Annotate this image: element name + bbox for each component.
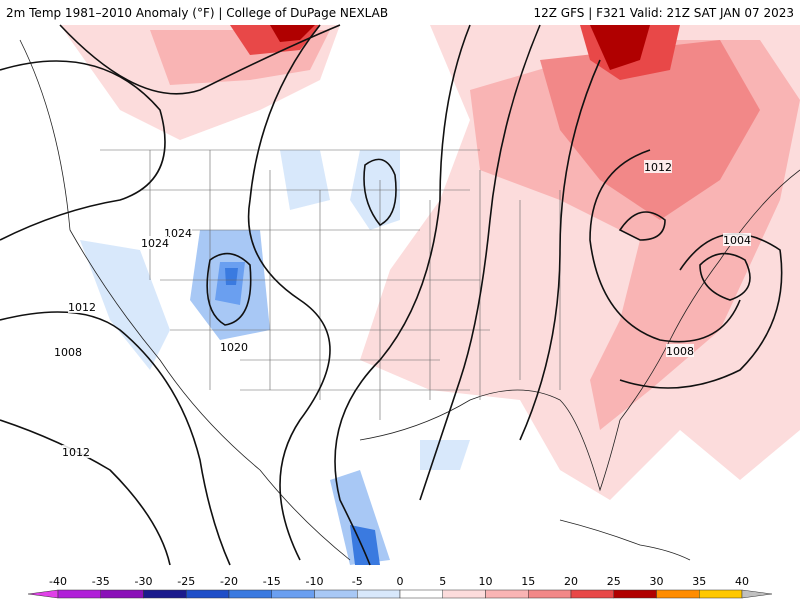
isobar-label: 1024 bbox=[141, 237, 169, 250]
map-title: 2m Temp 1981–2010 Anomaly (°F) | College… bbox=[6, 6, 388, 20]
label-bg bbox=[68, 300, 96, 313]
isobar-label: 1008 bbox=[666, 345, 694, 358]
colorbar-tick-label: 15 bbox=[521, 575, 535, 588]
colorbar-segment bbox=[357, 589, 401, 599]
label-bg bbox=[141, 236, 169, 249]
colorbar-tick-label: 0 bbox=[397, 575, 404, 588]
colorbar-tick-label: -40 bbox=[49, 575, 67, 588]
isobar-label: 1024 bbox=[164, 227, 192, 240]
label-bg bbox=[723, 233, 751, 246]
isobar-label: 1012 bbox=[62, 446, 90, 459]
colorbar-tick-label: -25 bbox=[177, 575, 195, 588]
colorbar-segment bbox=[528, 589, 572, 599]
anomaly-fill bbox=[60, 25, 800, 565]
isobar-label: 1008 bbox=[54, 346, 82, 359]
colorbar-tick-label: 40 bbox=[735, 575, 749, 588]
label-bg bbox=[164, 226, 192, 239]
colorbar-tick-label: 35 bbox=[692, 575, 706, 588]
header-bar bbox=[0, 0, 800, 24]
label-bg bbox=[54, 345, 82, 358]
isobars bbox=[0, 24, 783, 566]
label-bg bbox=[666, 344, 694, 357]
label-bg bbox=[62, 445, 90, 458]
colorbar-tick-label: 10 bbox=[479, 575, 493, 588]
colorbar-segment bbox=[314, 589, 358, 599]
colorbar-segment bbox=[485, 589, 529, 599]
colorbar-tick-label: -30 bbox=[135, 575, 153, 588]
colorbar-tick-label: 30 bbox=[650, 575, 664, 588]
isobar-label: 1020 bbox=[220, 341, 248, 354]
colorbar-tick-label: -5 bbox=[352, 575, 363, 588]
colorbar-segment bbox=[228, 589, 272, 599]
colorbar-segment bbox=[100, 589, 144, 599]
colorbar-segment bbox=[656, 589, 700, 599]
colorbar-segment bbox=[57, 589, 101, 599]
label-bg bbox=[644, 160, 672, 173]
colorbar-segment bbox=[271, 589, 315, 599]
colorbar-tick-label: -15 bbox=[263, 575, 281, 588]
isobar-label: 1004 bbox=[723, 234, 751, 247]
colorbar-tick-label: 5 bbox=[439, 575, 446, 588]
isobar-label: 1012 bbox=[68, 301, 96, 314]
colorbar-segment bbox=[570, 589, 614, 599]
colorbar-high bbox=[741, 589, 773, 599]
colorbar-tick-label: 20 bbox=[564, 575, 578, 588]
label-bg bbox=[220, 340, 248, 353]
model-run: 12Z GFS | F321 Valid: 21Z SAT JAN 07 202… bbox=[534, 6, 795, 20]
colorbar-segment bbox=[699, 589, 743, 599]
isobar-label: 1012 bbox=[644, 161, 672, 174]
colorbar-tick-label: 25 bbox=[607, 575, 621, 588]
colorbar-segment bbox=[186, 589, 230, 599]
colorbar-segment bbox=[442, 589, 486, 599]
colorbar-tick-label: -10 bbox=[306, 575, 324, 588]
colorbar-segment bbox=[399, 589, 443, 599]
colorbar-tick-label: -35 bbox=[92, 575, 110, 588]
colorbar-tick-label: -20 bbox=[220, 575, 238, 588]
colorbar-segment bbox=[613, 589, 657, 599]
colorbar-segment bbox=[143, 589, 187, 599]
